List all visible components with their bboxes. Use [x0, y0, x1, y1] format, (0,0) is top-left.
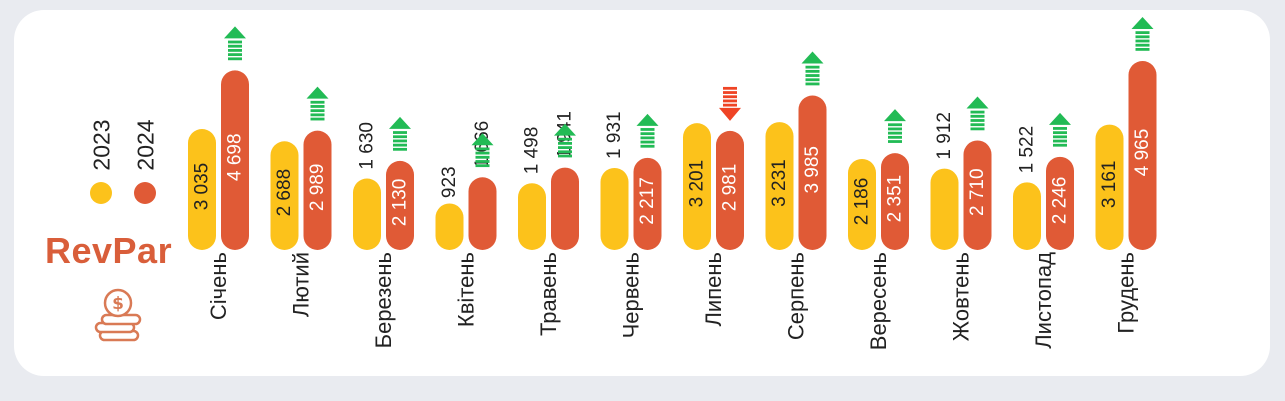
trend-up-arrow-icon [884, 109, 906, 143]
value-label-2024-11: 2 246 [1050, 177, 1071, 225]
month-label-7: Липень [701, 252, 726, 327]
coin-stack-icon: $ [94, 288, 142, 342]
month-label-1: Січень [206, 252, 231, 320]
value-label-2024-12: 4 965 [1132, 129, 1153, 177]
trend-down-arrow-icon [719, 86, 741, 121]
value-label-2023-2: 2 688 [274, 169, 295, 217]
trend-up-arrow-icon [224, 26, 246, 61]
month-label-9: Вересень [866, 252, 891, 350]
bar-2024-2 [303, 130, 332, 250]
bar-2024-4 [468, 177, 497, 250]
month-label-2: Лютий [289, 252, 314, 317]
bar-2024-6 [633, 157, 662, 250]
bar-2023-10 [930, 168, 959, 250]
bar-2024-12 [1128, 61, 1157, 250]
bar-2023-11 [1013, 182, 1041, 250]
bar-2023-6 [600, 167, 629, 250]
value-label-2023-8: 3 231 [769, 159, 790, 207]
month-label-11: Листопад [1031, 252, 1056, 349]
trend-up-arrow-icon [554, 123, 576, 158]
bar-2023-1 [188, 129, 216, 250]
trend-up-arrow-icon [1049, 112, 1071, 147]
trend-up-arrow-icon [471, 133, 494, 168]
bar-2023-4 [435, 203, 464, 250]
value-label-2024-3: 2 130 [390, 179, 411, 227]
bar-2024-7 [716, 130, 744, 250]
brand-title: RevPar [45, 230, 173, 271]
bar-chart: 3 035 4 698 Січень 2 688 2 989 Лютий 1 630 2 13… [188, 17, 1157, 350]
value-label-2024-8: 3 985 [802, 146, 823, 194]
value-label-2023-5: 1 498 [522, 127, 543, 175]
bar-2023-3 [353, 178, 381, 250]
trend-up-arrow-icon [801, 51, 824, 86]
value-label-2023-4: 923 [439, 166, 460, 198]
value-label-2023-12: 3 161 [1099, 161, 1120, 209]
value-label-2023-3: 1 630 [357, 122, 378, 170]
bar-2024-11 [1046, 156, 1074, 250]
value-label-2024-9: 2 351 [885, 175, 906, 223]
trend-up-arrow-icon [1131, 17, 1154, 51]
trend-up-arrow-icon [966, 96, 989, 131]
value-label-2024-7: 2 981 [720, 164, 741, 212]
value-label-2023-10: 1 912 [934, 112, 955, 160]
bar-2023-9 [848, 158, 876, 250]
chart-card: 2023 2024 RevPar $ 3 035 4 698 Січень 2 688… [14, 10, 1270, 376]
trend-up-arrow-icon [389, 116, 411, 151]
bar-2023-8 [765, 122, 794, 250]
value-label-2024-1: 4 698 [225, 133, 246, 181]
trend-up-arrow-icon [636, 113, 659, 148]
bar-2023-12 [1095, 124, 1124, 250]
month-label-3: Березень [371, 252, 396, 348]
bar-2023-7 [683, 123, 711, 250]
month-label-10: Жовтень [949, 252, 974, 341]
value-label-2023-11: 1 522 [1017, 126, 1038, 174]
bar-2024-3 [386, 160, 414, 250]
value-label-2024-6: 2 217 [637, 177, 658, 225]
value-label-2023-1: 3 035 [192, 163, 213, 211]
bar-2023-5 [518, 183, 546, 250]
legend-dot-2023 [90, 182, 112, 204]
bar-2024-10 [963, 140, 992, 250]
month-label-12: Грудень [1114, 252, 1139, 334]
bar-2024-8 [798, 95, 827, 250]
value-label-2023-9: 2 186 [852, 178, 873, 226]
value-label-2024-10: 2 710 [967, 168, 988, 216]
svg-text:$: $ [112, 294, 124, 314]
value-label-2023-6: 1 931 [604, 111, 625, 159]
bar-2024-5 [551, 167, 579, 250]
month-label-5: Травень [536, 252, 561, 336]
value-label-2023-7: 3 201 [687, 160, 708, 208]
month-label-6: Червень [619, 252, 644, 338]
bar-2024-1 [221, 70, 249, 250]
month-label-4: Квітень [454, 252, 479, 327]
month-label-8: Серпень [784, 252, 809, 340]
bar-2023-2 [270, 141, 299, 250]
bar-2024-9 [881, 153, 909, 250]
value-label-2024-2: 2 989 [307, 164, 328, 212]
legend-dot-2024 [134, 182, 156, 204]
trend-up-arrow-icon [306, 86, 329, 121]
